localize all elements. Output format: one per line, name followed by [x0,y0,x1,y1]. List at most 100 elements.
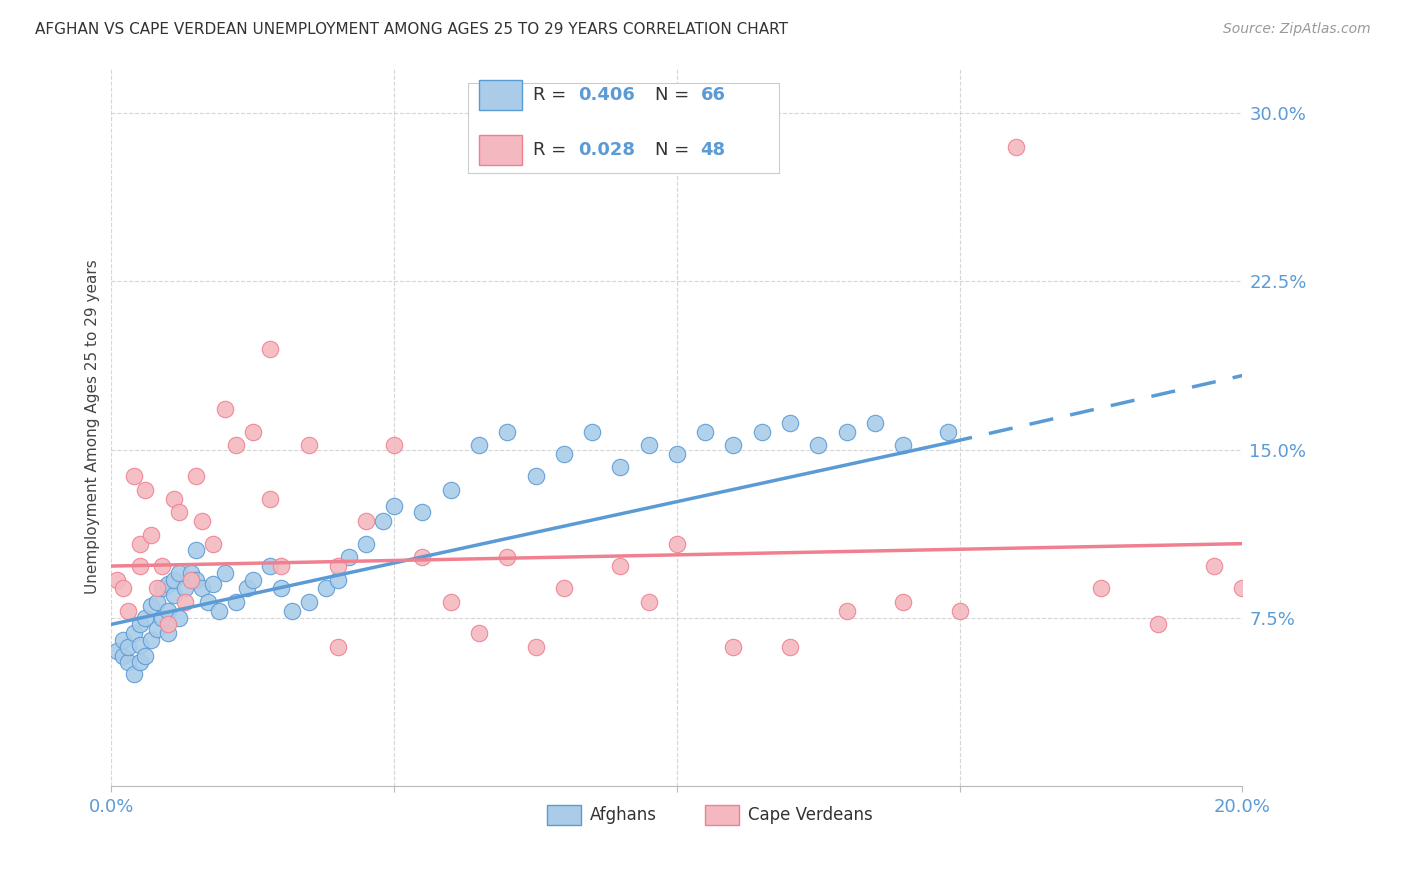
Point [637,438,659,452]
Point [863,416,886,430]
Point [134,483,156,497]
Point [145,582,167,596]
Point [186,469,208,483]
Point [553,582,575,596]
Point [180,573,202,587]
Point [581,425,603,439]
Point [665,447,688,461]
Point [259,491,281,506]
Point [236,582,259,596]
Point [117,604,139,618]
Text: R =: R = [533,141,572,160]
Text: R =: R = [533,86,572,104]
Point [354,536,377,550]
Point [326,573,349,587]
Point [1005,140,1028,154]
Point [1232,582,1254,596]
Point [242,573,264,587]
Point [440,595,463,609]
Point [665,536,688,550]
Point [162,588,184,602]
Point [162,573,184,587]
Point [298,595,321,609]
Point [891,595,914,609]
Point [281,604,304,618]
Point [145,622,167,636]
Point [145,595,167,609]
Point [779,416,801,430]
Point [202,536,225,550]
Point [156,604,179,618]
Point [1146,617,1168,632]
Point [169,566,191,580]
Point [150,610,173,624]
Point [208,604,231,618]
Point [214,566,236,580]
Point [191,514,214,528]
Point [337,550,360,565]
Point [637,595,659,609]
Text: Source: ZipAtlas.com: Source: ZipAtlas.com [1223,22,1371,37]
FancyBboxPatch shape [479,80,522,110]
FancyBboxPatch shape [547,805,581,825]
Point [270,559,292,574]
Point [315,582,337,596]
Point [111,633,134,648]
Point [553,447,575,461]
Point [128,617,150,632]
Point [524,469,547,483]
Point [139,633,162,648]
Point [326,640,349,654]
Point [150,582,173,596]
Point [197,595,219,609]
Point [111,582,134,596]
Point [891,438,914,452]
Point [105,573,128,587]
Point [139,527,162,541]
Point [382,438,405,452]
Point [117,656,139,670]
FancyBboxPatch shape [706,805,740,825]
Point [1090,582,1112,596]
Text: 48: 48 [700,141,725,160]
Point [779,640,801,654]
Point [524,640,547,654]
Point [948,604,970,618]
Point [128,559,150,574]
Text: N =: N = [655,141,696,160]
Point [128,638,150,652]
Text: 0.028: 0.028 [578,141,636,160]
Point [202,577,225,591]
Point [111,648,134,663]
Point [156,626,179,640]
Point [440,483,463,497]
Text: 66: 66 [700,86,725,104]
Text: Cape Verdeans: Cape Verdeans [748,806,873,824]
Point [122,666,145,681]
Point [835,425,858,439]
Point [117,640,139,654]
Point [936,425,959,439]
Point [128,656,150,670]
Point [371,514,394,528]
Point [723,640,745,654]
Point [134,610,156,624]
Point [259,559,281,574]
Point [242,425,264,439]
Point [723,438,745,452]
Point [354,514,377,528]
Point [122,626,145,640]
Point [186,543,208,558]
Point [162,491,184,506]
Point [496,425,519,439]
Point [468,626,491,640]
FancyBboxPatch shape [479,136,522,165]
Point [382,499,405,513]
Point [180,566,202,580]
Point [259,342,281,356]
Point [150,559,173,574]
Point [169,610,191,624]
Point [128,536,150,550]
Point [174,595,197,609]
Point [609,559,631,574]
